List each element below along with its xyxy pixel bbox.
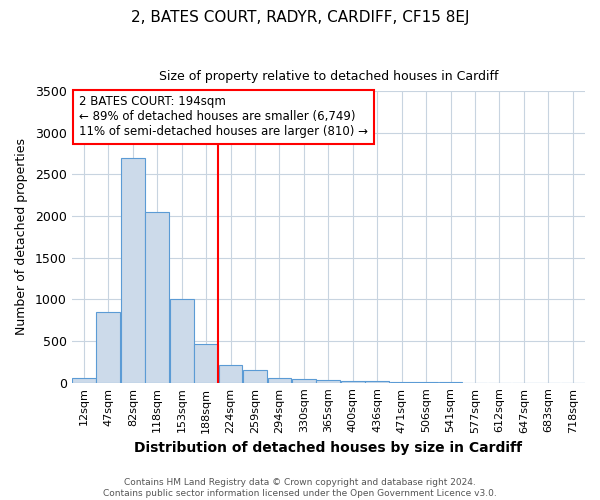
Bar [97, 312, 120, 382]
Bar [316, 380, 340, 382]
Text: 2, BATES COURT, RADYR, CARDIFF, CF15 8EJ: 2, BATES COURT, RADYR, CARDIFF, CF15 8EJ [131, 10, 469, 25]
X-axis label: Distribution of detached houses by size in Cardiff: Distribution of detached houses by size … [134, 441, 523, 455]
Y-axis label: Number of detached properties: Number of detached properties [15, 138, 28, 336]
Bar [243, 370, 267, 382]
Bar [292, 380, 316, 382]
Bar [268, 378, 292, 382]
Text: Contains HM Land Registry data © Crown copyright and database right 2024.
Contai: Contains HM Land Registry data © Crown c… [103, 478, 497, 498]
Bar [121, 158, 145, 382]
Bar [341, 381, 365, 382]
Bar [170, 300, 194, 382]
Title: Size of property relative to detached houses in Cardiff: Size of property relative to detached ho… [158, 70, 498, 83]
Bar [219, 365, 242, 382]
Bar [145, 212, 169, 382]
Text: 2 BATES COURT: 194sqm
← 89% of detached houses are smaller (6,749)
11% of semi-d: 2 BATES COURT: 194sqm ← 89% of detached … [79, 96, 368, 138]
Bar [72, 378, 96, 382]
Bar [194, 344, 218, 383]
